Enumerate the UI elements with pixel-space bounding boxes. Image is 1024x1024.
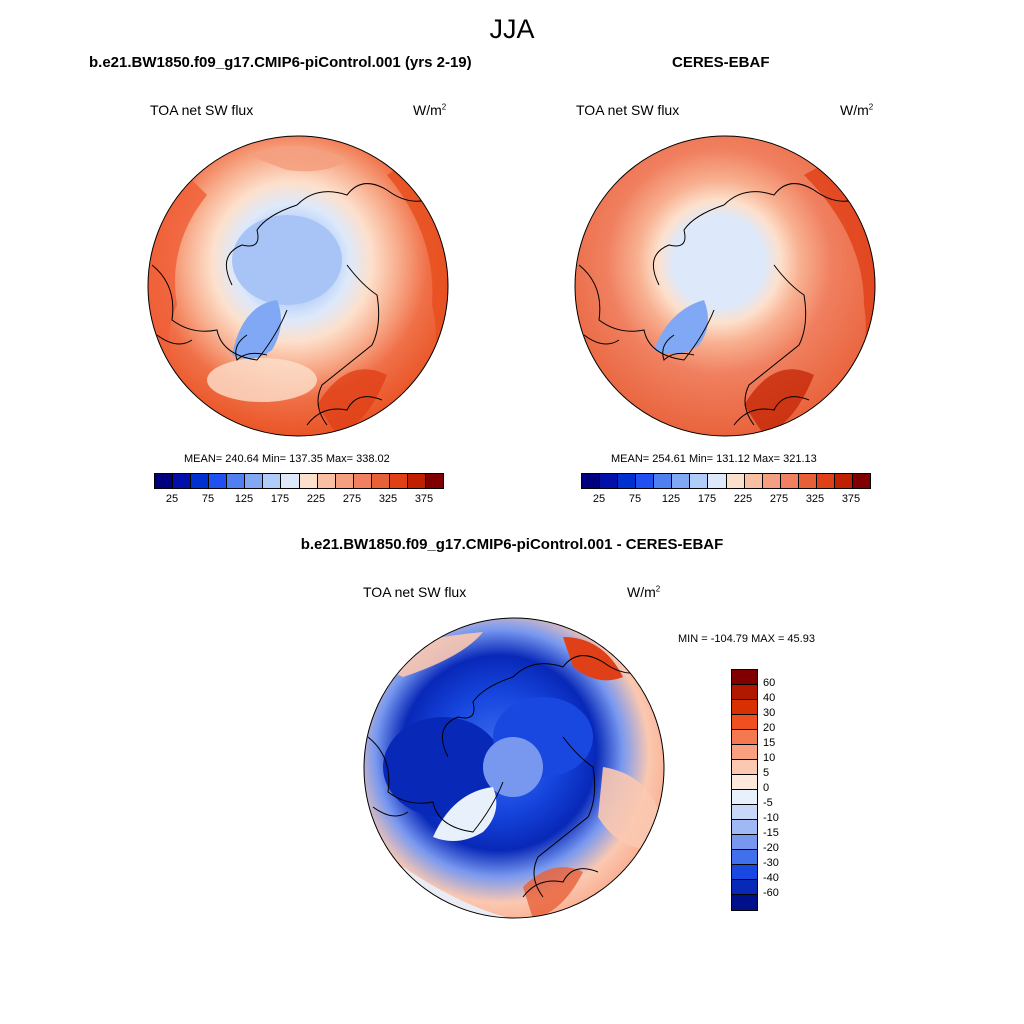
colorbar-swatch bbox=[852, 474, 870, 488]
colorbar-swatch bbox=[732, 745, 757, 760]
colorbar-tick-label: 125 bbox=[661, 493, 681, 505]
colorbar-swatch bbox=[708, 474, 727, 488]
colorbar-tick-label: 75 bbox=[201, 493, 215, 505]
colorbar-swatch bbox=[227, 474, 246, 488]
colorbar-tick-label: 30 bbox=[763, 707, 776, 719]
colorbar-tick-label: 0 bbox=[763, 782, 770, 794]
colorbar-swatch bbox=[732, 715, 757, 730]
panel-obs-units: W/m2 bbox=[840, 102, 874, 118]
colorbar-swatch bbox=[732, 700, 757, 715]
colorbar-swatch bbox=[732, 760, 757, 775]
colorbar-tick-label: 25 bbox=[592, 493, 606, 505]
panel-diff-variable: TOA net SW flux bbox=[363, 584, 467, 600]
colorbar-diff bbox=[731, 669, 758, 911]
colorbar-swatch bbox=[816, 474, 835, 488]
colorbar-model bbox=[154, 473, 444, 489]
colorbar-swatch bbox=[744, 474, 763, 488]
colorbar-swatch bbox=[407, 474, 426, 488]
colorbar-tick-label: -40 bbox=[763, 872, 779, 884]
colorbar-swatch bbox=[618, 474, 637, 488]
colorbar-swatch bbox=[425, 474, 443, 488]
colorbar-tick-label: 225 bbox=[733, 493, 753, 505]
colorbar-tick-label: 375 bbox=[414, 493, 434, 505]
colorbar-swatch bbox=[263, 474, 282, 488]
colorbar-swatch bbox=[389, 474, 408, 488]
panel-model-stats: MEAN= 240.64 Min= 137.35 Max= 338.02 bbox=[184, 453, 390, 465]
colorbar-swatch bbox=[209, 474, 228, 488]
colorbar-swatch bbox=[732, 880, 757, 895]
colorbar-tick-label: -5 bbox=[763, 797, 773, 809]
colorbar-swatch bbox=[762, 474, 781, 488]
colorbar-swatch bbox=[371, 474, 390, 488]
colorbar-swatch bbox=[732, 850, 757, 865]
colorbar-tick-label: 325 bbox=[805, 493, 825, 505]
colorbar-tick-label: 25 bbox=[165, 493, 179, 505]
colorbar-tick-label: 40 bbox=[763, 692, 776, 704]
colorbar-swatch bbox=[732, 685, 757, 700]
colorbar-swatch bbox=[732, 865, 757, 880]
colorbar-tick-label: 275 bbox=[769, 493, 789, 505]
diff-polar-map bbox=[363, 617, 665, 919]
colorbar-swatch bbox=[732, 730, 757, 745]
colorbar-obs bbox=[581, 473, 871, 489]
colorbar-tick-label: 175 bbox=[697, 493, 717, 505]
colorbar-swatch bbox=[732, 805, 757, 820]
panel-diff-units: W/m2 bbox=[627, 584, 661, 600]
colorbar-tick-label: 275 bbox=[342, 493, 362, 505]
panel-model-variable: TOA net SW flux bbox=[150, 102, 254, 118]
colorbar-swatch bbox=[353, 474, 372, 488]
colorbar-swatch bbox=[798, 474, 817, 488]
colorbar-swatch bbox=[281, 474, 300, 488]
colorbar-tick-label: 225 bbox=[306, 493, 326, 505]
colorbar-swatch bbox=[732, 820, 757, 835]
colorbar-swatch bbox=[732, 895, 757, 910]
colorbar-tick-label: 20 bbox=[763, 722, 776, 734]
colorbar-tick-label: -15 bbox=[763, 827, 779, 839]
obs-polar-map bbox=[574, 135, 876, 437]
colorbar-tick-label: 375 bbox=[841, 493, 861, 505]
panel-obs-variable: TOA net SW flux bbox=[576, 102, 680, 118]
colorbar-swatch bbox=[780, 474, 799, 488]
colorbar-tick-label: 60 bbox=[763, 677, 776, 689]
colorbar-tick-label: 5 bbox=[763, 767, 770, 779]
colorbar-swatch bbox=[191, 474, 210, 488]
panel-obs-stats: MEAN= 254.61 Min= 131.12 Max= 321.13 bbox=[611, 453, 817, 465]
panel-model-title: b.e21.BW1850.f09_g17.CMIP6-piControl.001… bbox=[89, 54, 472, 71]
colorbar-swatch bbox=[834, 474, 853, 488]
colorbar-swatch bbox=[299, 474, 318, 488]
panel-diff-title: b.e21.BW1850.f09_g17.CMIP6-piControl.001… bbox=[300, 536, 724, 553]
colorbar-swatch bbox=[582, 474, 601, 488]
colorbar-swatch bbox=[732, 775, 757, 790]
colorbar-swatch bbox=[672, 474, 691, 488]
colorbar-tick-label: -30 bbox=[763, 857, 779, 869]
colorbar-tick-label: 125 bbox=[234, 493, 254, 505]
colorbar-swatch bbox=[732, 790, 757, 805]
model-polar-map bbox=[147, 135, 449, 437]
colorbar-swatch bbox=[726, 474, 745, 488]
colorbar-swatch bbox=[654, 474, 673, 488]
panel-obs-title: CERES-EBAF bbox=[672, 54, 770, 71]
colorbar-swatch bbox=[173, 474, 192, 488]
colorbar-swatch bbox=[245, 474, 264, 488]
panel-model-units: W/m2 bbox=[413, 102, 447, 118]
colorbar-tick-label: -60 bbox=[763, 887, 779, 899]
colorbar-swatch bbox=[317, 474, 336, 488]
colorbar-swatch bbox=[335, 474, 354, 488]
colorbar-tick-label: -10 bbox=[763, 812, 779, 824]
colorbar-tick-label: 10 bbox=[763, 752, 776, 764]
colorbar-tick-label: 325 bbox=[378, 493, 398, 505]
colorbar-swatch bbox=[636, 474, 655, 488]
colorbar-swatch bbox=[690, 474, 709, 488]
colorbar-tick-label: 175 bbox=[270, 493, 290, 505]
colorbar-swatch bbox=[600, 474, 619, 488]
colorbar-swatch bbox=[155, 474, 174, 488]
season-title: JJA bbox=[489, 14, 535, 44]
colorbar-tick-label: 75 bbox=[628, 493, 642, 505]
colorbar-swatch bbox=[732, 835, 757, 850]
colorbar-tick-label: 15 bbox=[763, 737, 776, 749]
colorbar-tick-label: -20 bbox=[763, 842, 779, 854]
panel-diff-stats: MIN = -104.79 MAX = 45.93 bbox=[678, 633, 815, 645]
colorbar-swatch bbox=[732, 670, 757, 685]
